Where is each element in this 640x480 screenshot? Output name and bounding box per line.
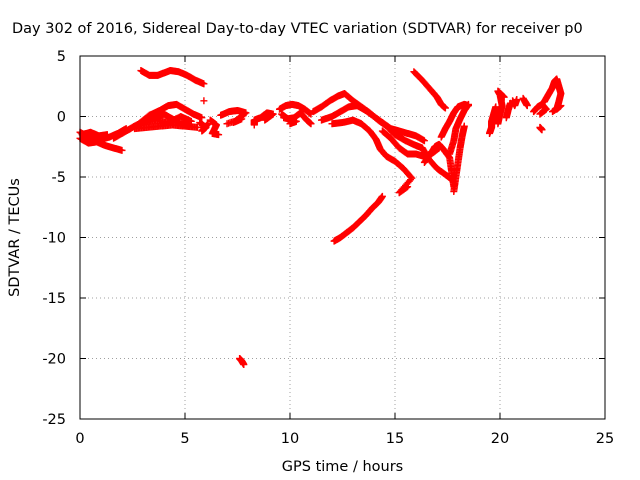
data-point — [103, 131, 111, 139]
y-tick-label: -20 — [42, 352, 66, 368]
data-point — [200, 97, 208, 105]
x-tick-label: 20 — [491, 431, 509, 447]
data-point — [536, 110, 544, 118]
data-point — [215, 131, 223, 139]
data-point — [280, 114, 288, 122]
chart-title: Day 302 of 2016, Sidereal Day-to-day VTE… — [12, 21, 583, 37]
data-point — [378, 192, 386, 200]
x-tick-label: 5 — [180, 431, 189, 447]
data-point — [492, 103, 500, 111]
x-tick-label: 10 — [281, 431, 299, 447]
y-tick-label: 0 — [57, 110, 66, 126]
data-point — [420, 137, 428, 145]
y-tick-label: -10 — [42, 231, 66, 247]
data-point — [307, 120, 315, 128]
data-point — [521, 98, 529, 106]
data-point — [549, 108, 556, 116]
data-point — [200, 80, 208, 88]
data-point — [500, 93, 508, 101]
x-tick-label: 25 — [596, 431, 614, 447]
data-point — [198, 114, 206, 122]
data-points — [76, 67, 565, 369]
x-axis-label: GPS time / hours — [282, 459, 403, 475]
data-point — [194, 123, 202, 131]
data-point — [460, 122, 468, 130]
x-tick-label: 0 — [75, 431, 84, 447]
x-tick-label: 15 — [386, 431, 404, 447]
data-point — [187, 117, 195, 125]
data-point — [538, 126, 546, 134]
y-axis-label: SDTVAR / TECUs — [7, 178, 23, 297]
y-tick-label: -5 — [52, 170, 66, 186]
data-point — [240, 361, 248, 369]
y-tick-label: -25 — [42, 412, 66, 428]
data-point — [513, 96, 521, 104]
axis-ticks: 0 5 10 15 20 25 -25 -20 -15 -10 -5 0 5 — [42, 49, 614, 447]
data-point — [404, 183, 412, 191]
data-point — [223, 120, 231, 128]
data-point — [118, 146, 126, 154]
y-tick-label: -15 — [42, 291, 66, 307]
data-point — [465, 100, 472, 108]
data-point — [441, 104, 449, 112]
y-tick-label: 5 — [57, 49, 66, 65]
data-point — [261, 116, 269, 124]
